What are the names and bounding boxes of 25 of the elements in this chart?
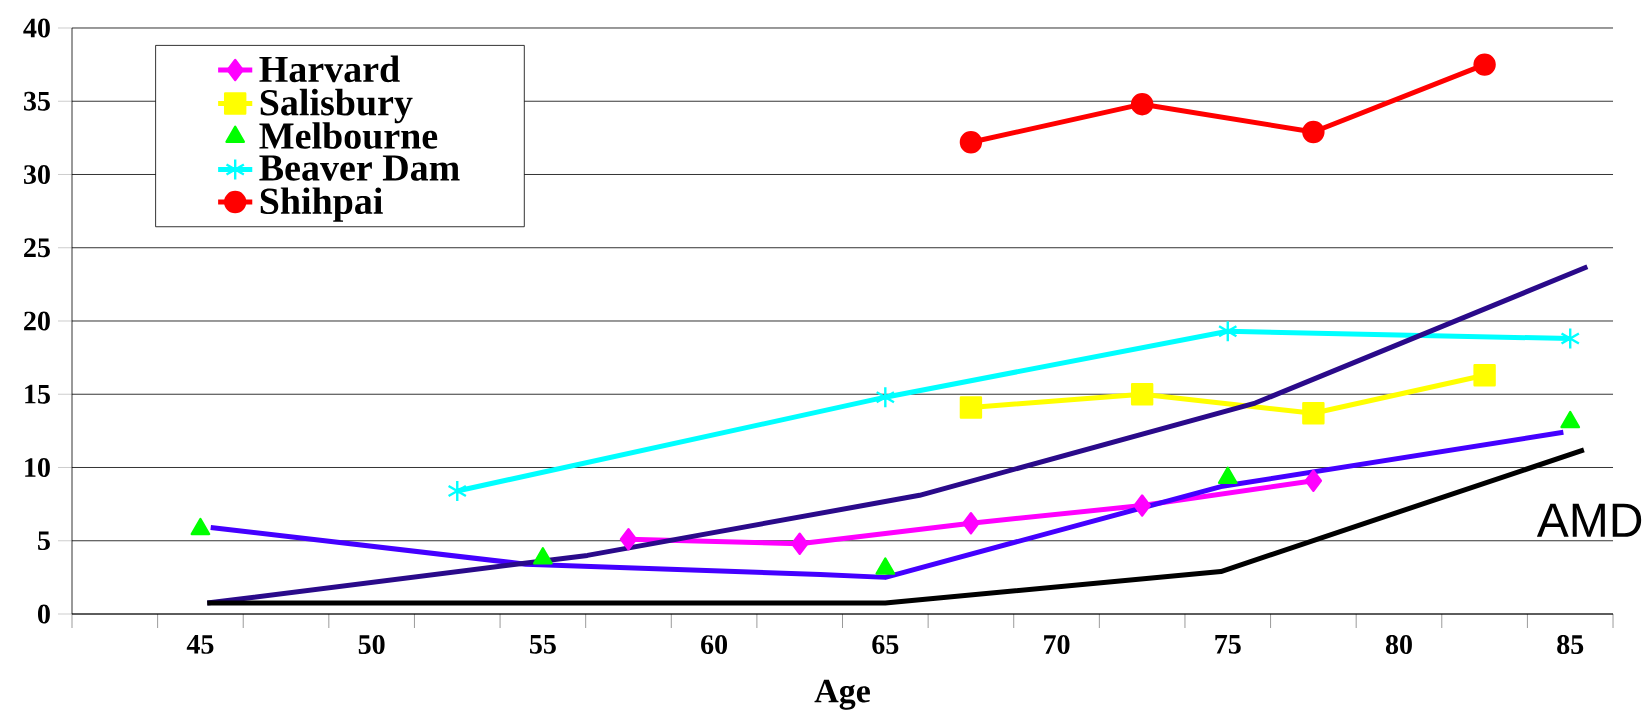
x-tick-label: 55 [530,635,556,654]
x-tick-label: 80 [1385,635,1412,654]
legend-label: Melbourne [259,122,438,149]
x-tick-label: 65 [872,635,899,654]
y-tick-label: 5 [38,531,50,551]
x-tick-label: 60 [701,635,728,654]
x-tick-label: 75 [1215,635,1241,654]
y-tick-label: 10 [25,458,50,477]
x-tick-label: 45 [186,635,214,654]
x-tick-label: 50 [358,635,385,654]
y-tick-label: 20 [24,311,50,331]
y-tick-label: 0 [38,604,50,624]
legend-label: Shihpai [260,187,383,222]
y-tick-label: 40 [23,18,50,38]
y-tick-label: 25 [24,238,50,258]
legend-label: Salisbury [260,88,413,124]
y-tick-label: 15 [25,384,50,404]
x-tick-label: 85 [1557,635,1584,654]
x-tick-label: 70 [1044,635,1070,654]
legend-label: Harvard [259,55,400,83]
x-axis-title: Age [814,679,870,710]
y-tick-label: 35 [24,91,50,111]
y-tick-label: 30 [24,165,50,184]
annotation: AMD [1536,503,1642,537]
legend-label: Beaver Dam [259,155,460,181]
